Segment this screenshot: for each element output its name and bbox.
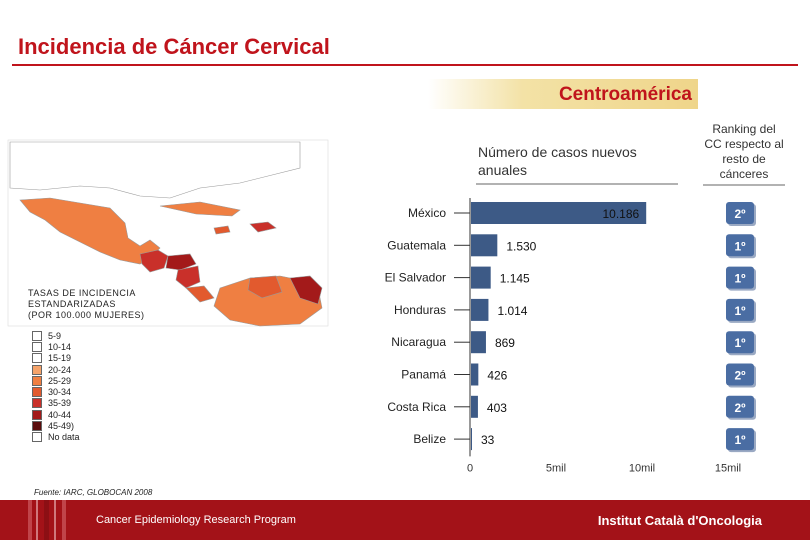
region-banner: Centroamérica [428, 79, 698, 109]
x-tick-label: 10mil [629, 462, 655, 474]
category-label: Honduras [394, 303, 446, 317]
value-label: 1.145 [500, 272, 530, 286]
category-label: Nicaragua [391, 335, 446, 349]
bar [471, 395, 478, 418]
ranking-label: 2º [734, 369, 746, 383]
legend-item: 45-49) [32, 420, 80, 432]
chart-title-line: Número de casos nuevos [478, 144, 637, 160]
ranking-badge [726, 395, 754, 418]
category-label: Panamá [401, 368, 446, 382]
legend-item: 30-34 [32, 386, 80, 398]
legend-item: 35-39 [32, 398, 80, 409]
legend-item: 25-29 [32, 375, 80, 386]
legend-label: 35-39 [48, 398, 72, 409]
category-label: Costa Rica [387, 400, 446, 414]
legend-swatch [32, 387, 42, 398]
ranking-title-line: CC respecto al [704, 137, 783, 151]
footer-decoration [28, 500, 66, 540]
source-note: Fuente: IARC, GLOBOCAN 2008 [34, 488, 153, 497]
legend-label: 10-14 [48, 341, 72, 352]
region-label: Centroamérica [558, 84, 692, 105]
ranking-title-line: Ranking del [712, 122, 775, 136]
value-label: 10.186 [602, 207, 639, 221]
ranking-label: 1º [734, 433, 746, 447]
ranking-badge [726, 234, 754, 257]
category-label: México [408, 206, 446, 220]
bar [471, 428, 472, 451]
bar [471, 331, 486, 354]
x-tick-label: 15mil [715, 462, 741, 474]
ranking-label: 1º [734, 304, 746, 318]
bar [471, 298, 489, 321]
ranking-label: 1º [734, 336, 746, 350]
chart-title-line: anuales [478, 162, 527, 178]
ranking-label: 2º [734, 401, 746, 415]
ranking-badge [726, 331, 754, 354]
ranking-badge [726, 428, 754, 451]
footer-bar [0, 500, 810, 540]
category-label: Belize [413, 432, 446, 446]
legend-swatch [32, 341, 42, 352]
bar [471, 202, 647, 224]
legend-title-line: TASAS DE INCIDENCIA [28, 288, 136, 298]
legend-label: 45-49) [48, 421, 75, 432]
ranking-label: 1º [734, 272, 746, 286]
legend-swatch [32, 398, 42, 409]
title-divider [12, 64, 798, 66]
bars-layer: 0 5mil 10mil 15mil México 10.186 2º Guatemala 1.… [385, 198, 756, 474]
legend-label: No data [48, 432, 80, 443]
page-title: Incidencia de Cáncer Cervical [18, 34, 330, 59]
legend-item: 5-9 [32, 330, 80, 341]
legend-swatch [32, 330, 42, 341]
institute-name: Institut Català d'Oncologia [597, 513, 762, 528]
value-label: 426 [487, 369, 507, 383]
ranking-title-line: cánceres [720, 167, 769, 181]
category-label: El Salvador [385, 271, 446, 285]
ranking-badge [726, 363, 754, 386]
legend-label: 15-19 [48, 353, 72, 364]
value-label: 33 [481, 433, 495, 447]
value-label: 869 [495, 336, 515, 350]
legend-swatch [32, 364, 42, 375]
legend-swatch [32, 421, 42, 432]
map-legend: 5-9 10-14 15-19 20-24 25-29 30-34 35-39 … [32, 330, 80, 443]
ranking-badge [726, 298, 754, 321]
legend-swatch [32, 375, 42, 386]
central-america-map [7, 139, 329, 327]
program-name: Cancer Epidemiology Research Program [96, 514, 296, 526]
legend-item: No data [32, 432, 80, 443]
legend-title: TASAS DE INCIDENCIA ESTANDARIZADAS (POR … [28, 288, 145, 321]
legend-item: 15-19 [32, 353, 80, 364]
legend-title-line: ESTANDARIZADAS [28, 299, 116, 309]
ranking-label: 2º [734, 207, 746, 221]
legend-label: 40-44 [48, 409, 72, 420]
ranking-badge [726, 266, 754, 289]
value-label: 1.014 [497, 304, 527, 318]
legend-swatch [32, 432, 42, 443]
legend-swatch [32, 353, 42, 364]
ranking-title-line: resto de [722, 152, 766, 166]
legend-label: 30-34 [48, 387, 72, 398]
ranking-label: 1º [734, 239, 746, 253]
legend-title-line: (POR 100.000 MUJERES) [28, 310, 145, 320]
value-label: 1.530 [506, 239, 536, 253]
legend-swatch [32, 409, 42, 420]
category-label: Guatemala [387, 238, 446, 252]
legend-label: 25-29 [48, 375, 72, 386]
x-tick-label: 5mil [546, 462, 566, 474]
cases-bar-chart: Número de casos nuevos anuales Ranking d… [385, 122, 785, 474]
bar [471, 234, 498, 257]
x-tick-label: 0 [467, 462, 473, 474]
ranking-badge [726, 202, 754, 224]
legend-label: 5-9 [48, 330, 62, 341]
bar [471, 363, 479, 386]
legend-label: 20-24 [48, 364, 72, 375]
bar [471, 266, 491, 289]
legend-item: 40-44 [32, 409, 80, 420]
value-label: 403 [487, 401, 507, 415]
legend-item: 20-24 [32, 364, 80, 375]
legend-item: 10-14 [32, 341, 80, 352]
